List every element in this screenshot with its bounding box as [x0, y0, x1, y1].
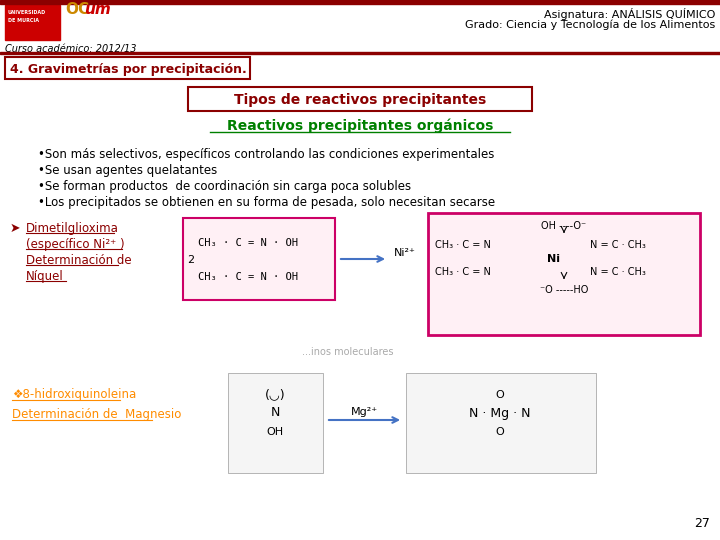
Text: Tipos de reactivos precipitantes: Tipos de reactivos precipitantes	[234, 93, 486, 107]
Text: OC: OC	[65, 2, 89, 17]
Text: OH: OH	[266, 427, 284, 437]
Text: ➤: ➤	[10, 222, 20, 235]
Text: ...inos moleculares: ...inos moleculares	[302, 347, 394, 357]
Text: N · Mg · N: N · Mg · N	[469, 407, 531, 420]
Text: •Los precipitados se obtienen en su forma de pesada, solo necesitan secarse: •Los precipitados se obtienen en su form…	[38, 196, 495, 209]
Bar	[0, 52, 720, 54]
Text: Ni²⁺: Ni²⁺	[394, 248, 416, 258]
Text: 2: 2	[187, 255, 194, 265]
Text: N = C · CH₃: N = C · CH₃	[590, 240, 646, 250]
Bar	[428, 213, 700, 335]
Text: CH₃ · C = N · OH: CH₃ · C = N · OH	[198, 272, 298, 282]
Bar	[0, 0, 720, 4]
Bar	[228, 373, 323, 473]
Text: Ni: Ni	[547, 254, 560, 264]
Text: CH₃ · C = N: CH₃ · C = N	[435, 240, 491, 250]
Text: Níquel: Níquel	[26, 270, 64, 283]
Text: (específico Ni²⁺ ): (específico Ni²⁺ )	[26, 238, 125, 251]
Text: •Se usan agentes quelatantes: •Se usan agentes quelatantes	[38, 164, 217, 177]
Bar	[5, 57, 250, 79]
Text: Dimetilglioxima: Dimetilglioxima	[26, 222, 119, 235]
Text: 4. Gravimetrías por precipitación.: 4. Gravimetrías por precipitación.	[10, 63, 247, 76]
Text: Curso académico: 2012/13: Curso académico: 2012/13	[5, 44, 137, 54]
Text: UNIVERSIDAD: UNIVERSIDAD	[8, 10, 46, 15]
Text: (◡): (◡)	[265, 388, 285, 402]
Text: N = C · CH₃: N = C · CH₃	[590, 267, 646, 277]
Bar	[188, 87, 532, 111]
Text: O: O	[495, 390, 505, 400]
Text: Determinación de  Magnesio: Determinación de Magnesio	[12, 408, 181, 421]
Text: ❖8-hidroxiquinoleina: ❖8-hidroxiquinoleina	[12, 388, 136, 401]
Text: CH₃ · C = N: CH₃ · C = N	[435, 267, 491, 277]
Text: •Son más selectivos, específicos controlando las condiciones experimentales: •Son más selectivos, específicos control…	[38, 148, 495, 161]
Text: DE MURCIA: DE MURCIA	[8, 18, 39, 23]
Text: Grado: Ciencia y Tecnología de los Alimentos: Grado: Ciencia y Tecnología de los Alime…	[464, 20, 715, 30]
Text: ⁻O -----HO: ⁻O -----HO	[540, 285, 588, 295]
Text: CH₃ · C = N · OH: CH₃ · C = N · OH	[198, 238, 298, 248]
Text: Determinación de: Determinación de	[26, 254, 132, 267]
Text: Asignatura: ANÁLISIS QUÍMICO: Asignatura: ANÁLISIS QUÍMICO	[544, 8, 715, 20]
Text: Mg²⁺: Mg²⁺	[351, 407, 377, 417]
Text: um: um	[84, 2, 111, 17]
Bar	[183, 218, 335, 300]
Bar	[5, 5, 60, 40]
Text: •Se forman productos  de coordinación sin carga poca solubles: •Se forman productos de coordinación sin…	[38, 180, 411, 193]
Text: O: O	[495, 427, 505, 437]
Text: OH ----O⁻: OH ----O⁻	[541, 221, 587, 231]
Text: Reactivos precipitantes orgánicos: Reactivos precipitantes orgánicos	[227, 119, 493, 133]
Text: 27: 27	[694, 517, 710, 530]
Bar	[406, 373, 596, 473]
Text: N: N	[270, 407, 279, 420]
